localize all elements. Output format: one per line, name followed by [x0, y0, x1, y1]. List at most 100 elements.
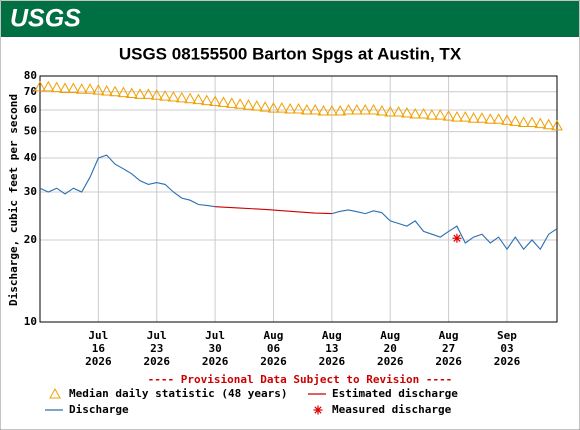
x-tick-label: Aug	[439, 329, 459, 342]
median-marker	[501, 114, 513, 125]
median-marker	[192, 93, 205, 105]
median-marker	[209, 95, 221, 106]
median-marker	[75, 83, 88, 94]
median-marker	[351, 104, 363, 115]
median-marker	[167, 90, 180, 102]
median-marker	[259, 101, 271, 112]
median-marker	[242, 99, 255, 110]
median-marker	[184, 92, 196, 104]
median-marker	[50, 81, 63, 93]
header-band	[1, 1, 579, 37]
median-marker	[309, 104, 322, 115]
median-marker	[67, 82, 80, 93]
median-marker	[517, 116, 530, 127]
y-tick-label: 30	[24, 185, 37, 198]
x-tick-label: Jul	[205, 329, 225, 342]
median-marker	[234, 98, 246, 109]
median-marker	[359, 104, 372, 115]
series-line	[215, 206, 332, 215]
star-stroke	[453, 234, 461, 242]
median-marker	[484, 113, 497, 124]
median-marker	[459, 111, 472, 122]
legend-label: Median daily statistic (48 years)	[69, 387, 288, 400]
median-marker	[417, 108, 430, 119]
median-marker	[134, 88, 146, 99]
x-tick-label: 2026	[85, 355, 112, 368]
median-marker	[334, 104, 347, 116]
median-marker	[392, 105, 405, 117]
median-marker	[300, 104, 313, 115]
median-marker	[34, 80, 46, 92]
median-marker	[175, 91, 188, 103]
median-marker	[451, 111, 463, 122]
median-marker	[42, 80, 55, 92]
measured-marker	[452, 233, 462, 243]
y-axis-label: Discharge, cubic feet per second	[7, 94, 20, 306]
legend-marker	[313, 405, 323, 415]
legend-label: Estimated discharge	[332, 387, 458, 400]
median-marker	[109, 85, 121, 97]
x-tick-label: 20	[384, 342, 397, 355]
series-line	[39, 154, 558, 251]
x-tick-label: 2026	[260, 355, 287, 368]
legend-label: Measured discharge	[332, 403, 452, 416]
y-tick-label: 60	[24, 103, 37, 116]
median-marker	[275, 102, 288, 113]
median-marker	[250, 100, 263, 111]
x-tick-label: 2026	[319, 355, 346, 368]
x-tick-label: 2026	[202, 355, 229, 368]
star-stroke	[314, 406, 322, 414]
median-marker	[92, 84, 105, 95]
y-tick-label: 10	[24, 315, 37, 328]
x-tick-label: 06	[267, 342, 281, 355]
median-marker	[125, 87, 138, 98]
median-marker	[292, 103, 305, 114]
median-marker	[100, 84, 113, 96]
legend-marker	[49, 387, 61, 399]
legend-label: Discharge	[69, 403, 129, 416]
median-marker	[84, 83, 96, 94]
x-tick-label: 16	[92, 342, 106, 355]
x-tick-label: Jul	[88, 329, 108, 342]
y-tick-label: 40	[24, 151, 37, 164]
median-marker	[326, 104, 338, 116]
median-marker	[476, 112, 488, 123]
x-tick-label: 2026	[435, 355, 462, 368]
median-marker	[534, 117, 547, 129]
median-marker	[217, 96, 230, 107]
median-marker	[142, 88, 155, 99]
median-marker	[551, 119, 563, 131]
y-tick-label: 20	[24, 233, 37, 246]
median-marker	[317, 104, 330, 116]
plot-border	[39, 75, 558, 323]
x-tick-label: 2026	[143, 355, 170, 368]
median-marker	[526, 116, 538, 127]
median-marker	[159, 90, 171, 101]
median-marker	[467, 112, 480, 123]
x-tick-label: 2026	[494, 355, 521, 368]
x-tick-label: Aug	[264, 329, 284, 342]
median-marker	[542, 118, 555, 130]
median-marker	[401, 106, 413, 118]
logo: USGS	[10, 5, 81, 33]
provisional-notice: ---- Provisional Data Subject to Revisio…	[148, 373, 453, 386]
y-tick-label: 70	[24, 85, 37, 98]
median-marker	[434, 109, 447, 120]
median-marker	[509, 115, 522, 126]
chart-title: USGS 08155500 Barton Spgs at Austin, TX	[119, 44, 462, 63]
median-marker	[426, 109, 438, 120]
median-marker	[150, 89, 163, 100]
median-marker	[117, 86, 130, 98]
median-marker	[59, 82, 71, 93]
x-tick-label: 30	[208, 342, 221, 355]
median-marker	[342, 104, 355, 115]
x-tick-label: 13	[325, 342, 338, 355]
x-tick-label: 03	[500, 342, 513, 355]
median-marker	[442, 110, 455, 121]
median-marker	[267, 102, 280, 113]
x-tick-label: Aug	[380, 329, 400, 342]
x-tick-label: 23	[150, 342, 163, 355]
x-tick-label: Jul	[147, 329, 167, 342]
